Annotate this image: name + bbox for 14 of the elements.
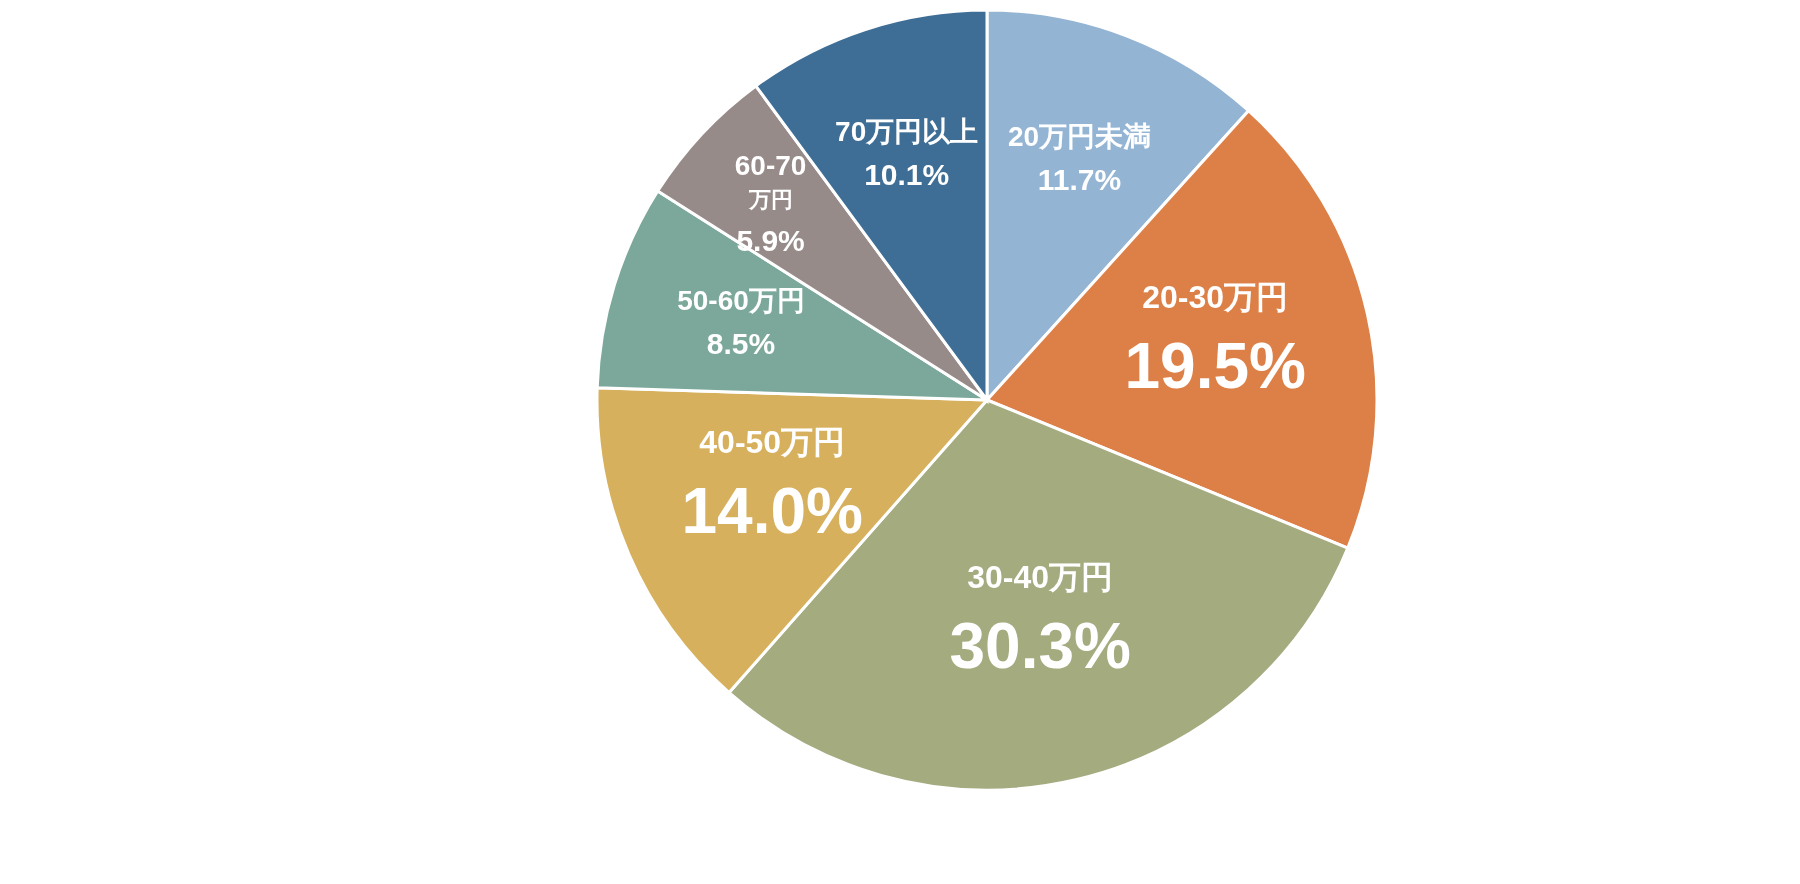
data-label: 10.1%: [864, 158, 950, 192]
slice-label: 70万円以上: [835, 116, 979, 148]
data-label: 19.5%: [1124, 330, 1306, 403]
slice-label: 40-50万円: [699, 423, 846, 460]
data-label: 5.9%: [736, 224, 805, 258]
data-label: 8.5%: [706, 327, 776, 361]
slice-label: 60-70万円: [734, 150, 807, 213]
data-label: 30.3%: [949, 609, 1131, 682]
slice-label: 50-60万円: [677, 285, 805, 317]
slice-label: 20-30万円: [1142, 279, 1289, 316]
slice-label: 20万円未満: [1007, 120, 1152, 152]
slice-label: 30-40万円: [967, 558, 1114, 595]
data-label: 14.0%: [681, 474, 863, 547]
data-label: 11.7%: [1037, 162, 1122, 196]
